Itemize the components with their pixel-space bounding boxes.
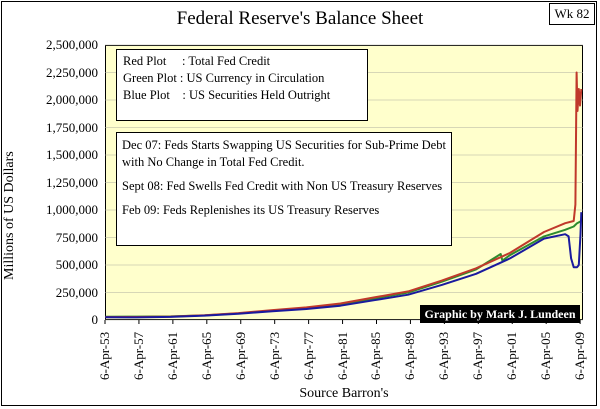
x-tick-label: 6-Apr-61	[164, 331, 180, 380]
y-tick-label: 2,500,000	[46, 37, 98, 52]
x-tick-label: 6-Apr-57	[130, 331, 146, 380]
legend-box: Red Plot : Total Fed Credit Green Plot :…	[116, 49, 368, 121]
y-tick-label: 2,000,000	[46, 92, 98, 107]
legend-entry-red: Red Plot : Total Fed Credit	[123, 54, 271, 68]
x-axis-label: Source Barron's	[299, 386, 389, 401]
x-tick-label: 6-Apr-53	[97, 331, 112, 380]
x-tick-label: 6-Apr-69	[232, 331, 248, 380]
y-tick-label: 1,000,000	[46, 202, 98, 217]
legend-entry-blue: Blue Plot : US Securities Held Outright	[123, 88, 331, 102]
x-tick-label: 6-Apr-85	[368, 331, 384, 380]
x-tick-label: 6-Apr-77	[300, 331, 316, 380]
y-tick-label: 1,250,000	[46, 174, 98, 190]
x-tick-label: 6-Apr-09	[572, 331, 588, 380]
x-tick-label: 6-Apr-73	[266, 331, 282, 380]
x-tick-label: 6-Apr-93	[436, 331, 452, 380]
series-line-securities-held-outright	[105, 212, 583, 319]
y-axis-label: Millions of US Dollars	[2, 151, 17, 280]
y-tick-label: 500,000	[55, 257, 98, 272]
y-tick-label: 750,000	[55, 229, 98, 245]
y-tick-label: 1,750,000	[46, 119, 98, 135]
annotation-sept08: Sept 08: Fed Swells Fed Credit with Non …	[122, 179, 443, 193]
annotation-dec07: Dec 07: Feds Starts Swapping US Securiti…	[122, 138, 446, 169]
x-tick-label: 6-Apr-89	[402, 331, 418, 380]
y-tick-label: 2,250,000	[46, 64, 98, 80]
y-tick-label: 1,500,000	[46, 147, 98, 162]
x-tick-label: 6-Apr-65	[198, 331, 214, 380]
week-badge: Wk 82	[549, 3, 595, 25]
y-tick-label: 0	[91, 312, 99, 327]
x-tick-label: 6-Apr-01	[504, 331, 520, 380]
annotation-box: Dec 07: Feds Starts Swapping US Securiti…	[116, 132, 452, 246]
annotation-feb09: Feb 09: Feds Replenishes its US Treasury…	[122, 203, 380, 217]
chart-title: Federal Reserve's Balance Sheet	[176, 8, 424, 29]
credit-label: Graphic by Mark J. Lundeen	[420, 305, 580, 323]
x-tick-label: 6-Apr-81	[334, 331, 350, 380]
y-tick-label: 250,000	[55, 284, 98, 300]
legend-entry-green: Green Plot : US Currency in Circulation	[123, 71, 325, 85]
x-tick-label: 6-Apr-05	[538, 331, 554, 380]
x-tick-label: 6-Apr-97	[470, 331, 486, 380]
